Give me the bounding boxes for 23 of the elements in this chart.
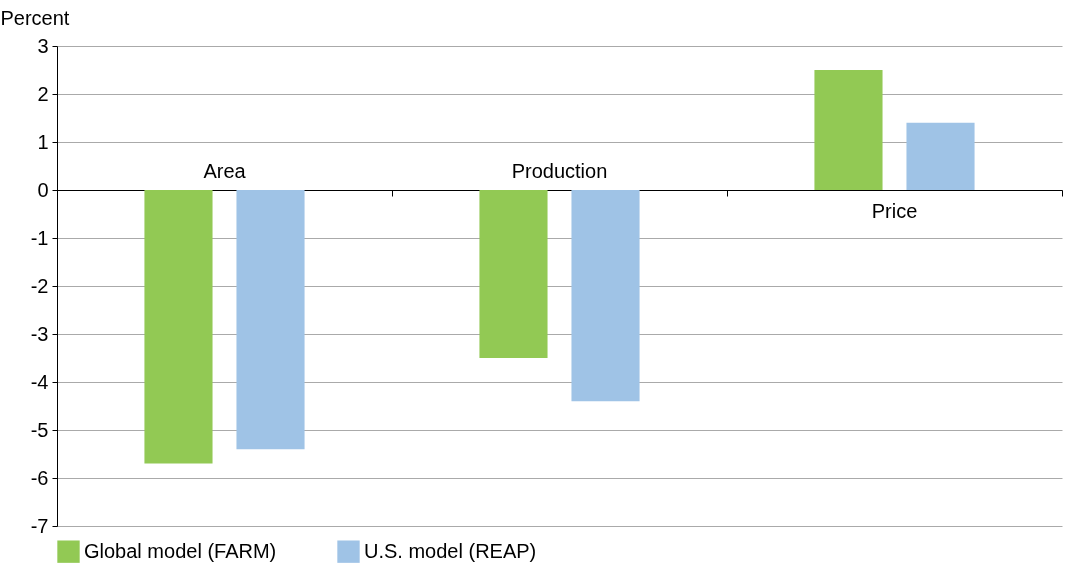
bar <box>479 190 548 358</box>
y-tick-label: 3 <box>37 34 49 57</box>
y-tick-label: 1 <box>37 130 49 153</box>
bar <box>236 190 305 450</box>
x-tick-label: Price <box>871 200 918 222</box>
y-tick-label: -4 <box>30 370 49 393</box>
x-tick-label: Production <box>511 160 608 182</box>
bar <box>906 122 975 190</box>
y-tick-label: -3 <box>30 322 49 345</box>
y-tick-label: -1 <box>30 226 49 249</box>
y-tick-label: -2 <box>30 274 49 297</box>
y-tick-label: 0 <box>37 178 49 201</box>
y-tick-label: -5 <box>30 418 49 441</box>
bar <box>144 190 213 464</box>
y-tick-label: -6 <box>30 466 49 489</box>
bar <box>814 70 883 190</box>
x-tick-label: Area <box>203 160 247 182</box>
bar <box>571 190 640 402</box>
legend-label: Global model (FARM) <box>84 539 277 562</box>
y-tick-label: 2 <box>37 82 49 105</box>
y-axis-title: Percent <box>0 6 70 29</box>
y-tick-label: -7 <box>30 514 49 537</box>
legend-label: U.S. model (REAP) <box>364 539 537 562</box>
